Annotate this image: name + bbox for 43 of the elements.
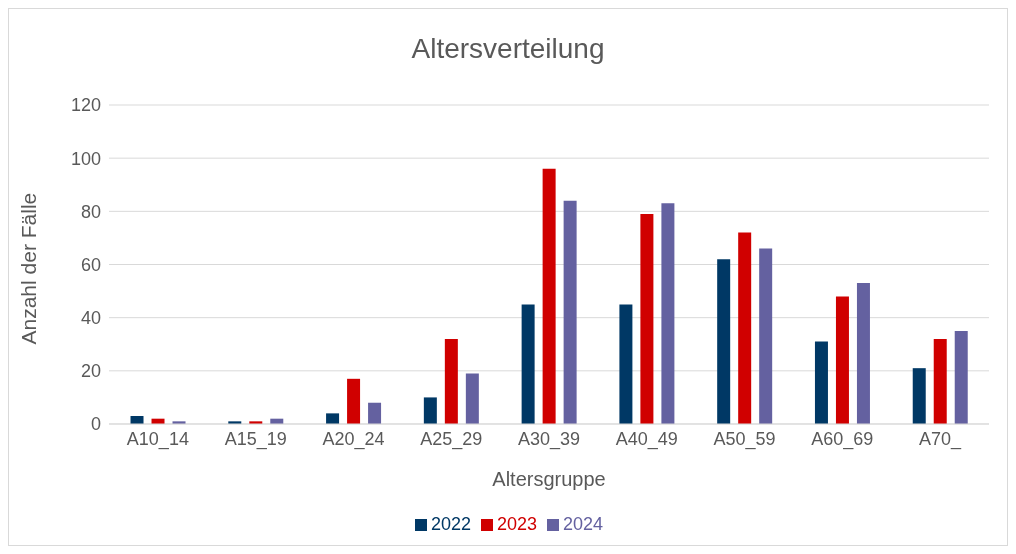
y-tick-label: 100 <box>70 148 101 169</box>
bar <box>856 283 870 424</box>
bar <box>465 373 479 424</box>
y-tick-label: 80 <box>80 201 101 222</box>
legend-label: 2022 <box>430 514 471 534</box>
x-tick-label: A40_49 <box>615 428 678 450</box>
y-tick-label: 60 <box>80 254 101 275</box>
bar <box>933 338 947 424</box>
x-tick-label: A60_69 <box>811 428 874 450</box>
x-tick-label: A15_19 <box>224 428 287 450</box>
bar <box>326 413 340 424</box>
chart-title: Altersverteilung <box>410 33 606 65</box>
x-tick-label: A50_59 <box>713 428 776 450</box>
bar <box>347 378 361 424</box>
y-axis-title: Anzahl der Fälle <box>17 192 41 345</box>
y-tick-label: 40 <box>80 308 101 329</box>
x-tick-label: A70_ <box>919 428 963 450</box>
bar <box>542 168 556 424</box>
x-axis-title: Altersgruppe <box>492 468 606 490</box>
bar <box>835 296 849 424</box>
bar <box>912 368 926 424</box>
bar <box>814 341 828 424</box>
y-tick-label: 20 <box>80 361 101 382</box>
bar <box>563 200 577 424</box>
x-tick-label: A10_14 <box>126 428 189 450</box>
bar <box>954 330 968 424</box>
x-tick-label: A20_24 <box>322 428 385 450</box>
bar <box>521 304 535 424</box>
bar <box>759 248 773 424</box>
x-tick-label: A30_39 <box>517 428 581 450</box>
y-tick-label: 0 <box>90 414 101 435</box>
bar <box>444 338 458 424</box>
bar <box>661 203 675 424</box>
bar <box>717 259 731 424</box>
legend-label: 2024 <box>563 514 604 534</box>
y-tick-label: 120 <box>70 95 101 116</box>
x-tick-label: A25_29 <box>420 428 483 450</box>
bar <box>423 397 437 424</box>
bar <box>738 232 752 424</box>
legend-label: 2023 <box>496 514 538 534</box>
bar <box>640 213 654 424</box>
bar <box>368 402 382 424</box>
bar <box>619 304 633 424</box>
